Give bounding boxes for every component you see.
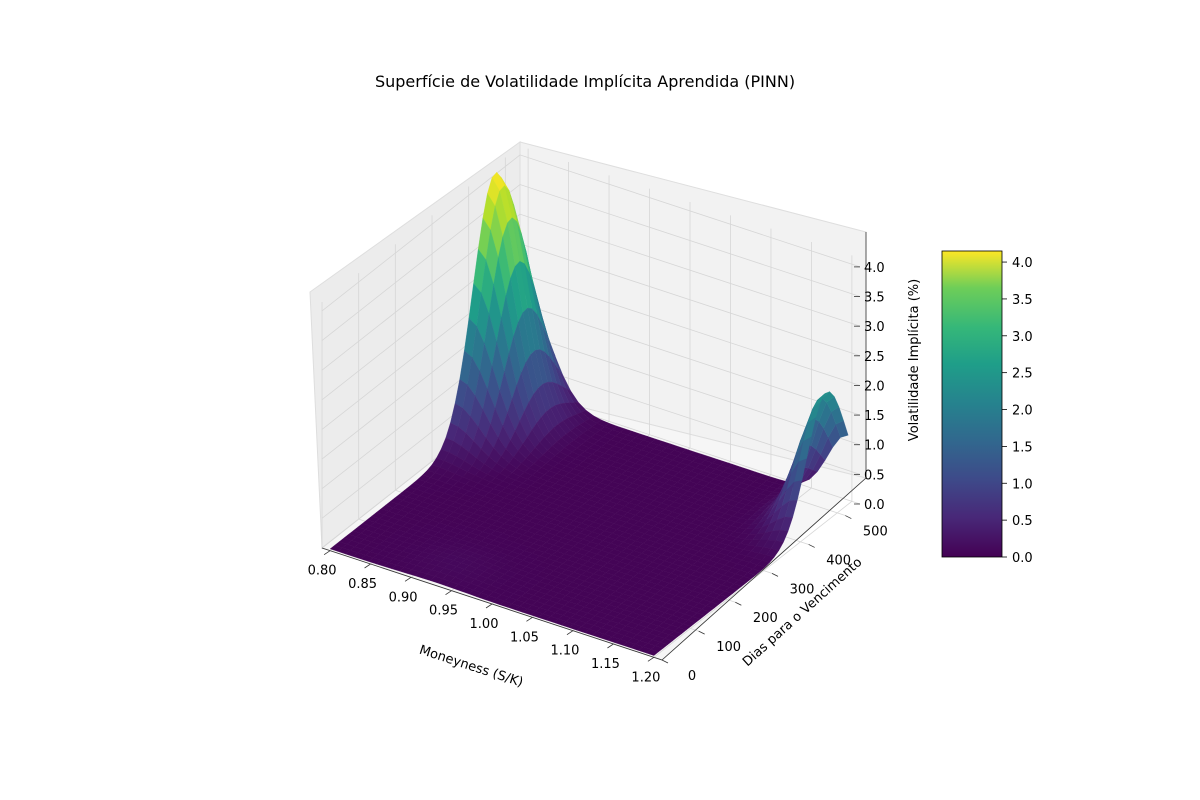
z-tick-label: 1.0: [864, 439, 885, 454]
colorbar-tick-label: 2.5: [1012, 367, 1033, 382]
z-ticks: 0.0 0.5 1.0 1.5 2.0 2.5 3.0 3.5 4.0: [854, 261, 885, 513]
z-tick-label: 0.5: [864, 468, 885, 483]
y-tick-label: 500: [863, 525, 888, 540]
colorbar-ticks: 0.0 0.5 1.0 1.5 2.0 2.5 3.0 3.5 4.0: [1002, 256, 1033, 566]
colorbar-tick-label: 4.0: [1012, 256, 1033, 271]
colorbar: [941, 250, 1003, 558]
x-axis-label: Moneyness (S/K): [417, 643, 525, 691]
x-tick: [485, 603, 493, 609]
volatility-surface: [329, 172, 849, 656]
y-ticks: 0 100 200 300 400 500: [661, 515, 888, 684]
colorbar-tick-label: 0.5: [1012, 514, 1033, 529]
z-tick-label: 3.0: [864, 320, 885, 335]
y-tick-label: 100: [716, 640, 741, 655]
colorbar-tick-label: 0.0: [1012, 551, 1033, 566]
x-tick-label: 0.85: [348, 577, 377, 592]
x-tick: [323, 550, 331, 555]
x-tick-label: 0.95: [429, 604, 458, 619]
x-tick-label: 1.05: [510, 630, 539, 645]
x-tick-label: 0.90: [389, 590, 418, 605]
x-tick: [526, 617, 533, 622]
z-gridline: [321, 213, 861, 371]
y-tick: [845, 515, 852, 519]
y-tick-label: 300: [790, 582, 815, 597]
colorbar-tick-label: 3.0: [1012, 330, 1033, 345]
x-tick: [404, 577, 412, 582]
x-tick-label: 0.80: [308, 564, 337, 579]
z-tick-label: 0.0: [864, 498, 885, 513]
x-tick: [445, 590, 452, 595]
y-tick: [808, 544, 815, 548]
y-tick: [698, 630, 705, 635]
z-tick-label: 2.0: [864, 379, 885, 394]
z-gridline: [321, 154, 861, 312]
y-tick-label: 400: [826, 553, 851, 568]
x-tick-label: 1.10: [550, 644, 579, 659]
x-ticks: 0.80 0.85 0.90 0.95 1.00 1.05 1.10 1.15 1.20: [308, 550, 660, 685]
z-axis-label: Volatilidade Implícita (%): [907, 279, 922, 441]
colorbar-tick-label: 2.0: [1012, 404, 1033, 419]
z-tick-label: 1.5: [864, 409, 885, 424]
colorbar-tick-label: 1.0: [1012, 477, 1033, 492]
z-gridline: [321, 184, 861, 341]
y-axis-line: [661, 477, 867, 661]
y-tick: [661, 659, 669, 664]
z-tick-label: 2.5: [864, 350, 885, 365]
y-tick: [735, 601, 742, 606]
y-tick-label: 200: [753, 611, 778, 626]
y-tick-label: 0: [688, 669, 696, 684]
surface-patch: [645, 649, 659, 656]
z-tick-label: 4.0: [864, 261, 885, 276]
colorbar-gradient: [941, 250, 1003, 558]
x-tick: [566, 630, 574, 635]
z-tick-label: 3.5: [864, 291, 885, 306]
y-tick: [771, 572, 779, 577]
x-tick-label: 1.00: [470, 617, 499, 632]
colorbar-tick-label: 1.5: [1012, 440, 1033, 455]
x-tick-label: 1.15: [591, 657, 620, 672]
x-tick-label: 1.20: [631, 670, 660, 685]
x-tick: [364, 563, 371, 569]
colorbar-tick-label: 3.5: [1012, 293, 1033, 308]
chart-title: Superfície de Volatilidade Implícita Apr…: [374, 72, 796, 91]
x-tick: [607, 643, 614, 649]
x-tick: [647, 657, 655, 662]
